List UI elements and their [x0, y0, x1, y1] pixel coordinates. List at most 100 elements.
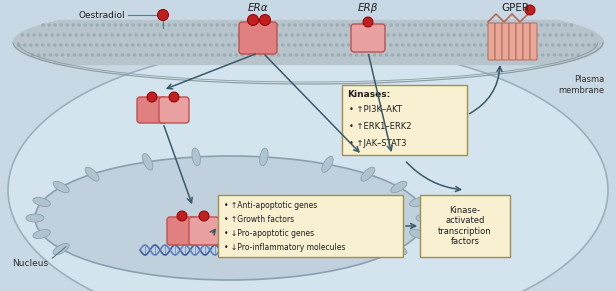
Ellipse shape [571, 53, 574, 57]
Ellipse shape [515, 43, 519, 47]
Ellipse shape [213, 33, 216, 37]
Ellipse shape [57, 33, 60, 37]
Ellipse shape [537, 33, 540, 37]
Ellipse shape [410, 33, 414, 37]
Ellipse shape [227, 43, 230, 47]
Ellipse shape [179, 43, 182, 47]
Ellipse shape [29, 43, 33, 47]
Ellipse shape [67, 53, 70, 57]
Ellipse shape [33, 197, 51, 207]
Ellipse shape [391, 243, 407, 255]
Ellipse shape [371, 23, 375, 27]
Ellipse shape [533, 23, 537, 27]
Ellipse shape [272, 33, 276, 37]
Ellipse shape [289, 53, 292, 57]
Ellipse shape [509, 23, 513, 27]
Ellipse shape [413, 23, 417, 27]
Ellipse shape [305, 43, 309, 47]
Ellipse shape [449, 43, 453, 47]
Ellipse shape [68, 33, 72, 37]
Ellipse shape [500, 33, 504, 37]
Ellipse shape [59, 43, 62, 47]
Ellipse shape [290, 33, 294, 37]
Ellipse shape [296, 33, 300, 37]
Ellipse shape [265, 53, 268, 57]
Ellipse shape [458, 33, 462, 37]
Ellipse shape [539, 43, 543, 47]
Ellipse shape [182, 33, 186, 37]
Ellipse shape [121, 53, 124, 57]
Ellipse shape [590, 33, 594, 37]
Ellipse shape [264, 23, 267, 27]
Ellipse shape [161, 23, 165, 27]
Ellipse shape [191, 43, 195, 47]
Ellipse shape [285, 33, 288, 37]
Ellipse shape [275, 23, 279, 27]
Ellipse shape [540, 23, 543, 27]
Text: Kinase-
activated
transcription
factors: Kinase- activated transcription factors [438, 206, 492, 246]
Ellipse shape [434, 33, 438, 37]
Ellipse shape [475, 53, 478, 57]
Ellipse shape [80, 33, 84, 37]
FancyBboxPatch shape [516, 23, 523, 60]
Ellipse shape [395, 23, 399, 27]
Ellipse shape [293, 23, 297, 27]
Ellipse shape [548, 33, 552, 37]
Ellipse shape [71, 43, 75, 47]
Text: Oestradiol: Oestradiol [78, 10, 125, 19]
Ellipse shape [259, 15, 270, 26]
Ellipse shape [373, 53, 376, 57]
Ellipse shape [156, 53, 160, 57]
Ellipse shape [309, 33, 312, 37]
FancyBboxPatch shape [351, 24, 385, 52]
Ellipse shape [403, 53, 406, 57]
Ellipse shape [443, 43, 447, 47]
Ellipse shape [239, 43, 243, 47]
Text: Plasma
membrane: Plasma membrane [558, 75, 604, 95]
Ellipse shape [551, 43, 554, 47]
Ellipse shape [409, 53, 412, 57]
Ellipse shape [437, 43, 440, 47]
Ellipse shape [335, 43, 339, 47]
Ellipse shape [355, 53, 359, 57]
Ellipse shape [593, 43, 596, 47]
Ellipse shape [421, 53, 424, 57]
Ellipse shape [271, 53, 274, 57]
Ellipse shape [115, 53, 118, 57]
Ellipse shape [110, 33, 114, 37]
Ellipse shape [401, 43, 405, 47]
Ellipse shape [416, 33, 420, 37]
Ellipse shape [85, 167, 99, 181]
Ellipse shape [485, 43, 488, 47]
Ellipse shape [278, 33, 282, 37]
Ellipse shape [368, 33, 372, 37]
Ellipse shape [169, 92, 179, 102]
Ellipse shape [511, 53, 514, 57]
Ellipse shape [248, 15, 259, 26]
Ellipse shape [142, 153, 153, 170]
Ellipse shape [53, 181, 69, 193]
Ellipse shape [137, 23, 141, 27]
Ellipse shape [527, 23, 531, 27]
Ellipse shape [102, 23, 105, 27]
Ellipse shape [187, 53, 190, 57]
FancyBboxPatch shape [530, 23, 537, 60]
Ellipse shape [395, 43, 399, 47]
Ellipse shape [385, 53, 388, 57]
Ellipse shape [575, 43, 578, 47]
Ellipse shape [524, 33, 528, 37]
Ellipse shape [522, 23, 525, 27]
Ellipse shape [155, 23, 159, 27]
Ellipse shape [380, 33, 384, 37]
Ellipse shape [257, 43, 261, 47]
Ellipse shape [529, 53, 532, 57]
Ellipse shape [51, 33, 54, 37]
Ellipse shape [197, 43, 200, 47]
Ellipse shape [83, 43, 86, 47]
Ellipse shape [131, 43, 134, 47]
Ellipse shape [245, 43, 248, 47]
FancyBboxPatch shape [523, 23, 530, 60]
Ellipse shape [452, 33, 456, 37]
Ellipse shape [416, 214, 434, 222]
Ellipse shape [365, 23, 369, 27]
